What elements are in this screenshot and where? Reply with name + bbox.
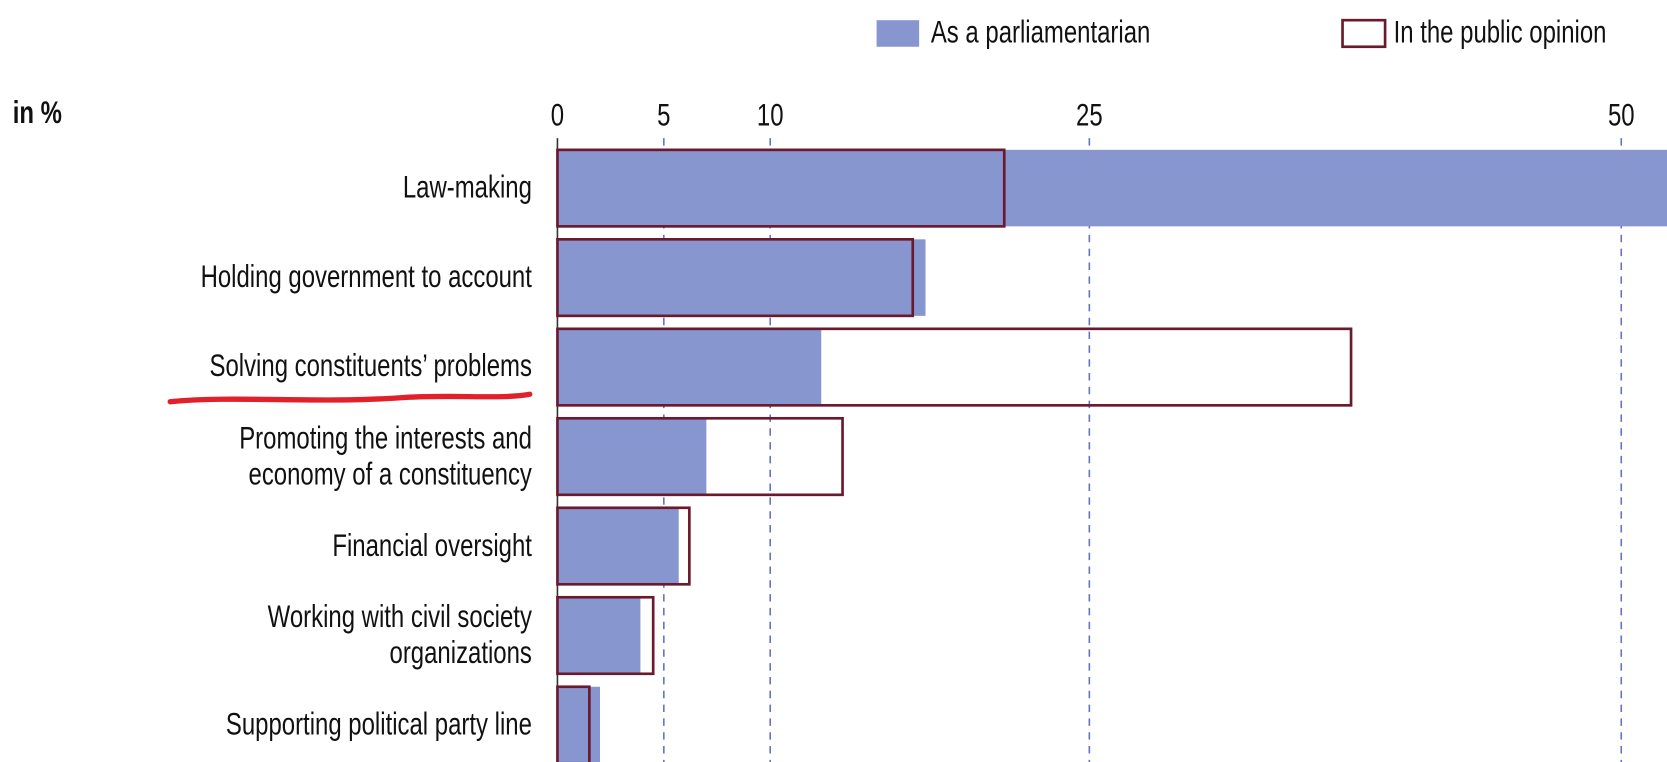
legend-swatch xyxy=(876,20,920,47)
x-tick-label: 25 xyxy=(1076,96,1103,132)
bar xyxy=(557,149,1667,227)
bar xyxy=(556,327,1353,407)
x-tick-label: 10 xyxy=(757,96,784,132)
y-tick-label: Holding government to account xyxy=(200,259,532,295)
legend-label: In the public opinion xyxy=(1394,13,1607,49)
y-tick-label: Promoting the interests and economy of a… xyxy=(239,420,532,492)
y-tick-label: Law-making xyxy=(402,170,532,206)
category-label-box: Financial oversight xyxy=(332,527,532,564)
bar xyxy=(556,685,591,762)
bar xyxy=(557,686,600,762)
bar xyxy=(556,148,1006,228)
category-label-box: Promoting the interests and economy of a… xyxy=(239,420,532,492)
category-label-box: Supporting political party line xyxy=(225,706,532,743)
bar xyxy=(556,416,844,497)
category-label-box: Holding government to account xyxy=(200,259,532,295)
axis-label: in % xyxy=(13,94,62,130)
bar xyxy=(556,238,915,318)
x-tick-label: 50 xyxy=(1608,96,1635,132)
category-label-box: Solving constituents’ problems xyxy=(209,349,532,385)
x-tick-label: 5 xyxy=(657,96,670,132)
legend-label: As a parliamentarian xyxy=(931,13,1151,49)
y-tick-label: Supporting political party line xyxy=(225,706,532,743)
y-tick-label: Working with civil society organizations xyxy=(267,599,532,671)
legend-swatch xyxy=(1341,18,1387,49)
category-label-box: Working with civil society organizations xyxy=(267,599,532,671)
bar xyxy=(557,328,822,406)
bar xyxy=(556,595,655,676)
y-tick-label: Solving constituents’ problems xyxy=(209,349,532,385)
underline-mark xyxy=(167,391,533,405)
x-tick-label: 0 xyxy=(551,96,564,132)
category-label-box: Law-making xyxy=(402,170,532,206)
bar xyxy=(556,506,691,586)
y-tick-label: Financial oversight xyxy=(332,527,532,564)
bar xyxy=(557,239,926,316)
bar xyxy=(557,418,707,495)
bar xyxy=(557,507,679,585)
bar xyxy=(557,597,641,674)
